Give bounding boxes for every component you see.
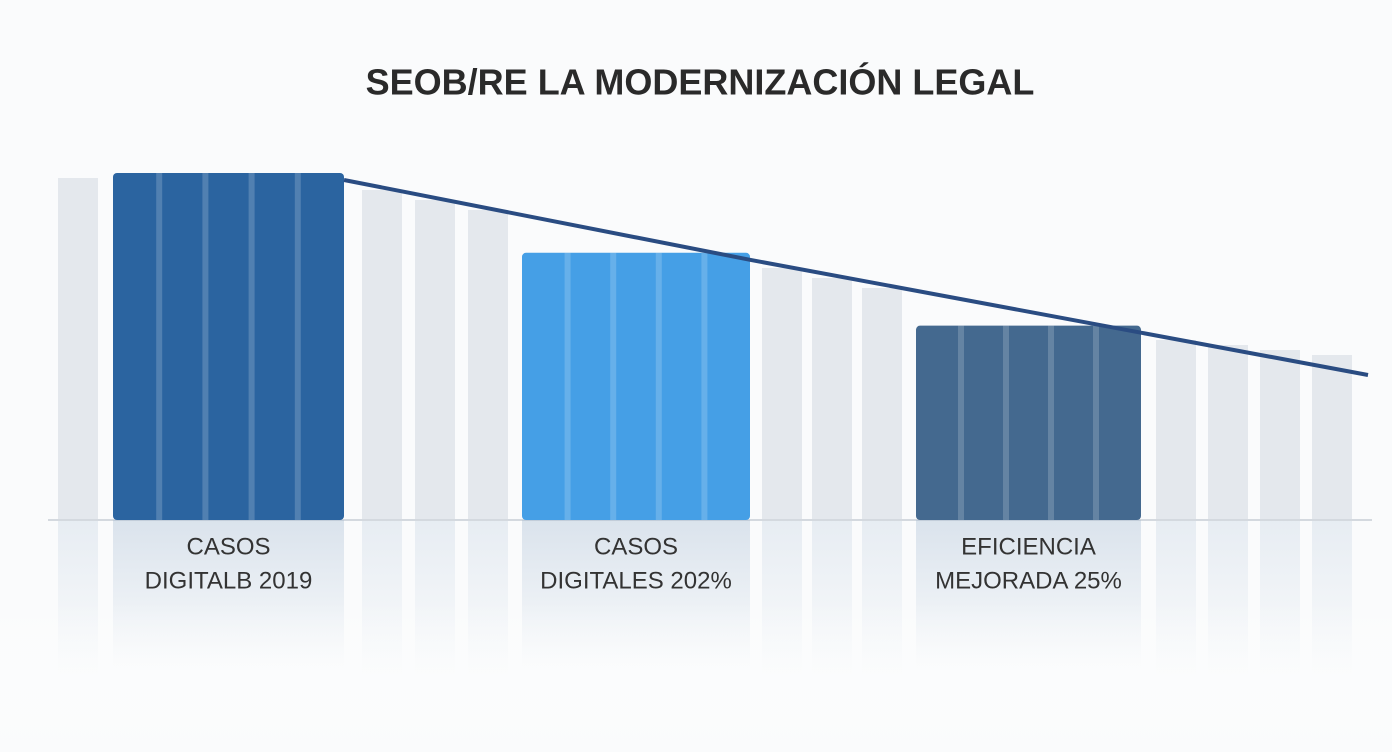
bar-label: MEJORADA 25%: [935, 567, 1122, 594]
background-column: [1156, 340, 1196, 520]
background-column: [58, 178, 98, 520]
bar-label: CASOS: [186, 533, 270, 560]
bar-label: CASOS: [594, 533, 678, 560]
bar-label: DIGITALES 202%: [540, 567, 732, 594]
background-column: [1260, 350, 1300, 520]
background-column: [468, 210, 508, 520]
bar: [522, 252, 750, 520]
background-column: [415, 200, 455, 520]
trend-line: [343, 178, 1369, 377]
background-column: [862, 288, 902, 520]
bar: [113, 173, 344, 520]
bar-stripe: [248, 173, 255, 520]
background-column: [1208, 345, 1248, 520]
bar-stripe: [564, 252, 571, 520]
bar-stripe: [610, 252, 617, 520]
bar-stripe: [202, 173, 209, 520]
bar-stripe: [1048, 325, 1054, 520]
bar-stripe: [1003, 325, 1009, 520]
bar-label: EFICIENCIA: [961, 533, 1096, 560]
bar-stripe: [701, 252, 708, 520]
bar-stripe: [1093, 325, 1099, 520]
background-column: [762, 268, 802, 520]
background-column: [812, 278, 852, 520]
bar-stripe: [294, 173, 301, 520]
bar-label: DIGITALB 2019: [145, 567, 313, 594]
background-column: [1312, 355, 1352, 520]
bar: [916, 325, 1141, 520]
background-column: [362, 190, 402, 520]
bar-stripe: [655, 252, 662, 520]
fade-overlay: [0, 600, 1392, 752]
bar-stripe: [958, 325, 964, 520]
bar-stripe: [156, 173, 163, 520]
chart-title: SEOB/RE LA MODERNIZACIÓN LEGAL: [366, 61, 1035, 103]
